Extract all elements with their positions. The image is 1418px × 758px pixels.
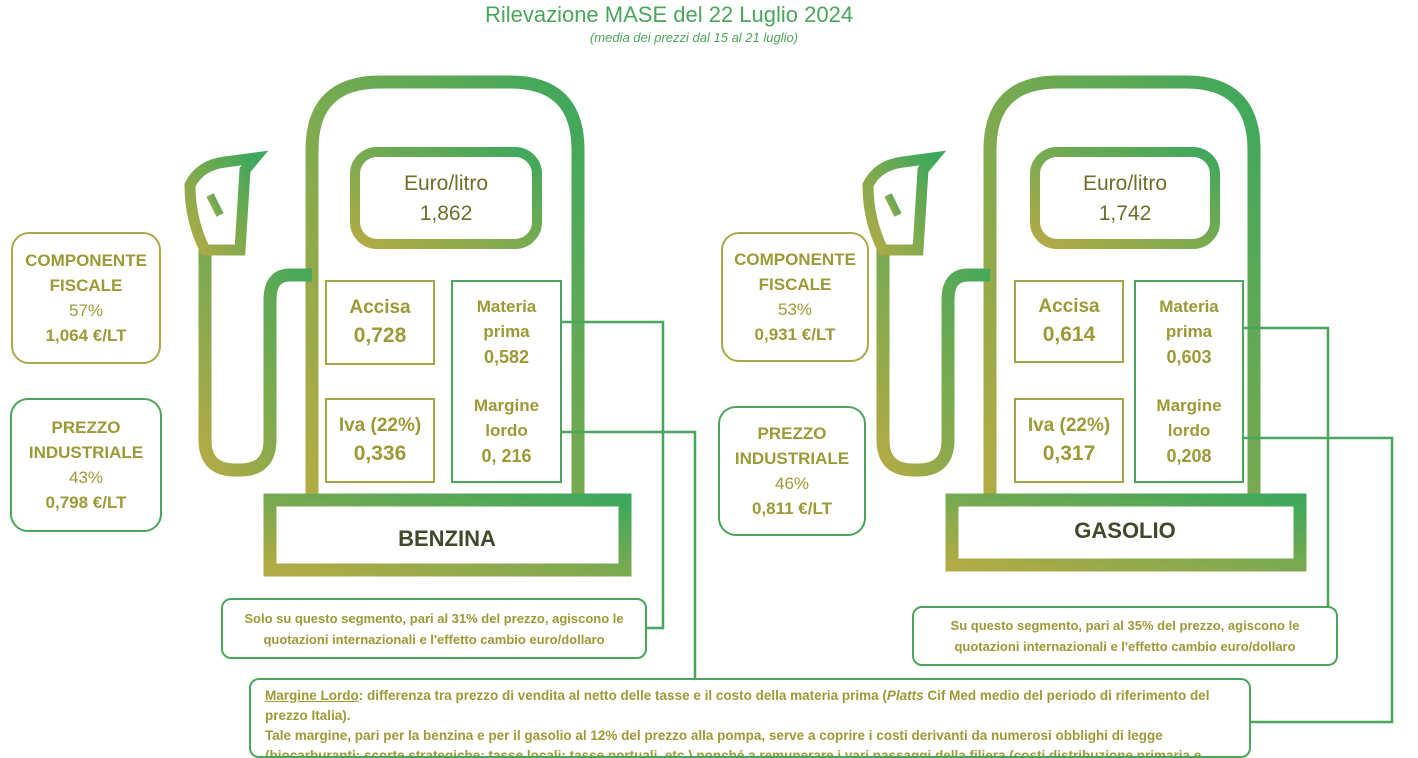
accisa-label: Accisa xyxy=(349,296,411,318)
industrial-percent: 46% xyxy=(774,474,810,493)
fiscal-value: 1,064 €/LT xyxy=(45,326,127,345)
price-value: 1,862 xyxy=(419,202,473,225)
accisa-value: 0,614 xyxy=(1042,322,1096,346)
gasolio-label: GASOLIO xyxy=(1074,518,1176,543)
benzina-iva: Iva (22%) 0,336 xyxy=(325,398,435,483)
pump-benzina xyxy=(184,75,632,577)
footnote-term: Margine Lordo xyxy=(265,688,359,703)
footnote-line2: Tale margine, pari per la benzina e per … xyxy=(265,728,1202,758)
gasolio-note: Su questo segmento, pari al 35% del prez… xyxy=(912,606,1338,666)
industrial-label-2: INDUSTRIALE xyxy=(28,443,144,462)
screen-label: Euro/litro xyxy=(1082,172,1168,195)
fiscal-percent: 53% xyxy=(777,300,813,319)
nozzle-icon xyxy=(862,150,947,256)
margine-label: Margine lordo xyxy=(1156,396,1222,441)
gasolio-fiscal-component: COMPONENTE FISCALE 53% 0,931 €/LT xyxy=(721,232,869,362)
iva-value: 0,336 xyxy=(353,441,407,465)
fiscal-label-2: FISCALE xyxy=(758,275,832,294)
fiscal-percent: 57% xyxy=(68,301,104,320)
nozzle-icon xyxy=(184,150,269,256)
page-title: Rilevazione MASE del 22 Luglio 2024 xyxy=(484,2,854,27)
footnote-line1a: : differenza tra prezzo di vendita al ne… xyxy=(358,688,887,703)
materia-value: 0,582 xyxy=(483,346,530,367)
industrial-label-2: INDUSTRIALE xyxy=(734,449,850,468)
industrial-label-1: PREZZO xyxy=(51,418,121,437)
price-value: 1,742 xyxy=(1098,202,1152,225)
benzina-note: Solo su questo segmento, pari al 31% del… xyxy=(221,598,647,659)
benzina-accisa: Accisa 0,728 xyxy=(325,280,435,365)
benzina-label: BENZINA xyxy=(398,526,496,551)
industrial-value: 0,798 €/LT xyxy=(45,493,127,512)
industrial-percent: 43% xyxy=(68,468,104,487)
industrial-value: 0,811 €/LT xyxy=(751,499,832,518)
fiscal-label-1: COMPONENTE xyxy=(25,251,147,270)
margine-value: 0,208 xyxy=(1166,446,1212,467)
benzina-industrial-breakdown: Materia prima 0,582 Margine lordo 0, 216 xyxy=(451,280,562,483)
pump-gasolio xyxy=(862,75,1307,572)
gasolio-industrial-breakdown: Materia prima 0,603 Margine lordo 0,208 xyxy=(1134,280,1244,483)
materia-value: 0,603 xyxy=(1166,346,1212,367)
accisa-value: 0,728 xyxy=(353,323,407,347)
gasolio-industrial-price: PREZZO INDUSTRIALE 46% 0,811 €/LT xyxy=(718,406,866,536)
benzina-industrial-price: PREZZO INDUSTRIALE 43% 0,798 €/LT xyxy=(10,398,162,532)
margine-label: Margine lordo xyxy=(473,396,540,441)
fiscal-value: 0,931 €/LT xyxy=(754,325,836,344)
margine-lordo-footnote: Margine Lordo: differenza tra prezzo di … xyxy=(249,678,1251,758)
benzina-price-display: Euro/litro 1,862 xyxy=(365,162,527,236)
iva-value: 0,317 xyxy=(1042,441,1096,465)
iva-label: Iva (22%) xyxy=(1027,414,1111,436)
screen-label: Euro/litro xyxy=(403,172,489,195)
fiscal-label-2: FISCALE xyxy=(49,276,123,295)
footnote-platts: Platts xyxy=(886,688,924,703)
materia-label: Materia prima xyxy=(476,296,537,341)
fiscal-label-1: COMPONENTE xyxy=(734,250,856,269)
gasolio-price-display: Euro/litro 1,742 xyxy=(1045,162,1205,236)
accisa-label: Accisa xyxy=(1038,295,1100,317)
margine-value: 0, 216 xyxy=(481,446,532,467)
gasolio-accisa: Accisa 0,614 xyxy=(1014,280,1124,363)
materia-label: Materia prima xyxy=(1159,296,1219,341)
gasolio-iva: Iva (22%) 0,317 xyxy=(1014,398,1124,483)
iva-label: Iva (22%) xyxy=(338,414,422,436)
industrial-label-1: PREZZO xyxy=(757,424,827,443)
footnote-line1b: Cif Med medio del periodo di riferimento… xyxy=(265,688,1210,723)
page-subtitle: (media dei prezzi dal 15 al 21 luglio) xyxy=(589,30,799,45)
benzina-fiscal-component: COMPONENTE FISCALE 57% 1,064 €/LT xyxy=(11,232,161,364)
